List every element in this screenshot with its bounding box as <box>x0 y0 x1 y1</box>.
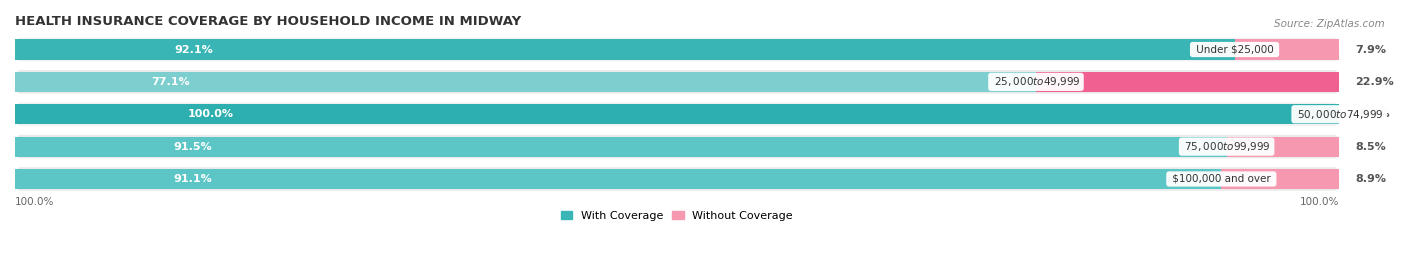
Bar <box>15 72 1036 92</box>
FancyBboxPatch shape <box>15 38 1340 61</box>
Text: 7.9%: 7.9% <box>1355 44 1386 55</box>
Text: 77.1%: 77.1% <box>150 77 190 87</box>
Text: 0.0%: 0.0% <box>1360 109 1389 119</box>
Text: Source: ZipAtlas.com: Source: ZipAtlas.com <box>1274 19 1385 29</box>
FancyBboxPatch shape <box>15 167 1340 191</box>
Bar <box>15 104 1339 124</box>
Bar <box>15 40 1234 59</box>
Text: $75,000 to $99,999: $75,000 to $99,999 <box>1181 140 1272 153</box>
Text: Under $25,000: Under $25,000 <box>1192 44 1277 55</box>
Text: 8.5%: 8.5% <box>1355 141 1386 152</box>
Text: $25,000 to $49,999: $25,000 to $49,999 <box>991 75 1081 89</box>
Text: HEALTH INSURANCE COVERAGE BY HOUSEHOLD INCOME IN MIDWAY: HEALTH INSURANCE COVERAGE BY HOUSEHOLD I… <box>15 15 522 28</box>
Text: 100.0%: 100.0% <box>1299 197 1339 207</box>
FancyBboxPatch shape <box>15 102 1340 126</box>
FancyBboxPatch shape <box>15 70 1340 94</box>
Bar <box>1222 169 1339 189</box>
Text: 8.9%: 8.9% <box>1355 174 1386 184</box>
Text: $100,000 and over: $100,000 and over <box>1168 174 1274 184</box>
Text: 91.5%: 91.5% <box>174 141 212 152</box>
FancyBboxPatch shape <box>15 135 1340 158</box>
Bar <box>15 137 1226 157</box>
Legend: With Coverage, Without Coverage: With Coverage, Without Coverage <box>557 206 797 225</box>
Text: 100.0%: 100.0% <box>15 197 55 207</box>
Bar <box>15 169 1222 189</box>
Text: 22.9%: 22.9% <box>1355 77 1393 87</box>
Bar <box>1234 40 1339 59</box>
Bar <box>1226 137 1339 157</box>
Bar <box>1036 72 1339 92</box>
Text: 92.1%: 92.1% <box>174 44 214 55</box>
Text: 91.1%: 91.1% <box>173 174 212 184</box>
Text: $50,000 to $74,999: $50,000 to $74,999 <box>1294 108 1385 121</box>
Text: 100.0%: 100.0% <box>187 109 233 119</box>
